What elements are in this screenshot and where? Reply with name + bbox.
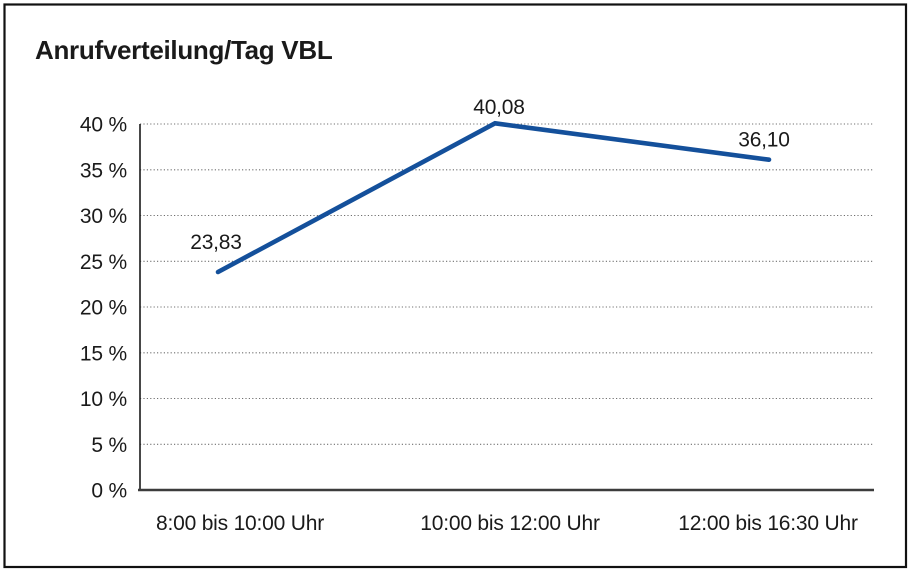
data-line	[215, 120, 772, 275]
chart-title: Anrufverteilung/Tag VBL	[35, 35, 333, 65]
axes-group	[138, 124, 874, 492]
data-point-label: 36,10	[738, 129, 790, 152]
y-tick-label: 25 %	[80, 251, 127, 274]
y-tick-label: 0 %	[91, 480, 127, 503]
y-tick-label: 15 %	[80, 342, 127, 365]
outer-border	[3, 3, 908, 569]
x-category-label: 12:00 bis 16:30 Uhr	[678, 512, 858, 535]
x-category-label: 10:00 bis 12:00 Uhr	[420, 512, 600, 535]
y-tick-label: 30 %	[80, 205, 127, 228]
y-tick-label: 20 %	[80, 297, 127, 320]
y-tick-label: 10 %	[80, 388, 127, 411]
y-axis-tick-labels: 0 % 5 % 10 % 15 % 20 % 25 % 30 % 35 % 40 %	[80, 114, 127, 503]
gridlines-group	[140, 123, 874, 445]
data-point-label: 40,08	[473, 96, 525, 119]
y-tick-label: 35 %	[80, 159, 127, 182]
y-tick-label: 40 %	[80, 114, 127, 137]
x-category-label: 8:00 bis 10:00 Uhr	[156, 512, 324, 535]
x-axis-category-labels: 8:00 bis 10:00 Uhr 10:00 bis 12:00 Uhr 12:…	[156, 512, 858, 535]
y-tick-label: 5 %	[91, 434, 127, 457]
data-point-labels: 23,83 40,08 36,10	[190, 96, 790, 254]
data-point-label: 23,83	[190, 231, 242, 254]
data-series-group	[215, 120, 772, 275]
